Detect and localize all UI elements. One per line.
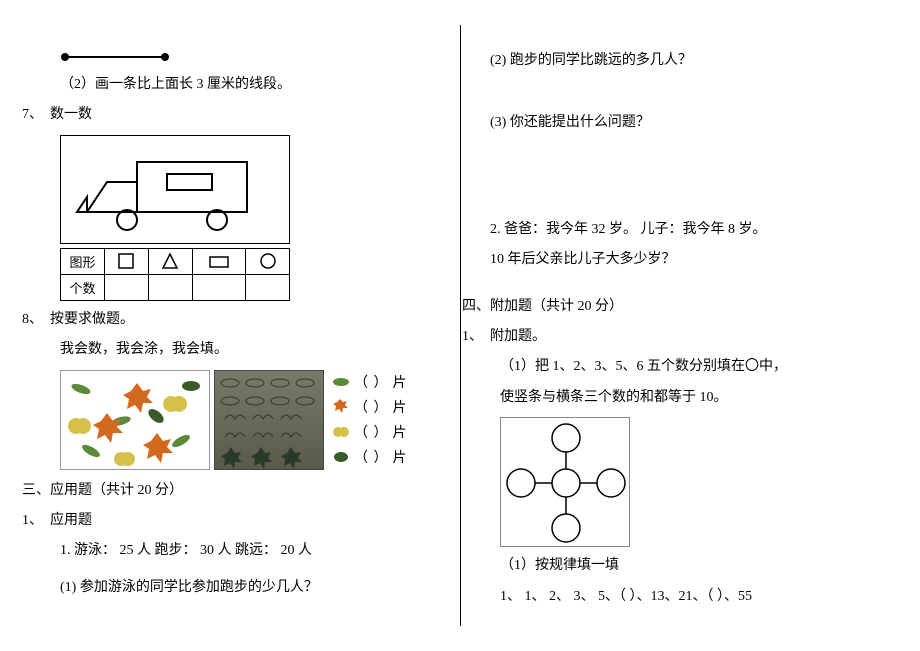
- circle-icon: [259, 252, 277, 270]
- q8-number: 8、: [22, 309, 50, 331]
- sec3-q1-title: 应用题: [50, 513, 92, 528]
- count-row-label: 个数: [61, 274, 105, 300]
- q6-sub2-text: （2）画一条比上面长 3 厘米的线段。: [60, 74, 440, 96]
- blank-4[interactable]: （ ）: [354, 447, 389, 467]
- mini-leaf-green-icon: [332, 373, 350, 391]
- right-column: (2) 跑步的同学比跳远的多几人？ (3) 你还能提出什么问题？ 2. 爸爸：我…: [460, 0, 920, 651]
- circle-cross-icon: [501, 418, 631, 548]
- line-segment-icon: [60, 50, 170, 64]
- unit-4: 片: [393, 447, 407, 467]
- sec3-sub3: (3) 你还能提出什么问题？: [490, 112, 880, 134]
- table-row: 图形: [61, 248, 290, 274]
- q7-title: 数一数: [50, 107, 92, 122]
- sec4-sub2-label: （1）按规律填一填: [500, 555, 880, 577]
- outline-leaves-icon: [215, 371, 325, 471]
- section3-title: 三、应用题（共计 20 分）: [22, 480, 440, 502]
- sec3-data-line: 1. 游泳： 25 人 跑步： 30 人 跳远： 20 人: [60, 540, 440, 562]
- leaf-scatter-box: [60, 370, 210, 470]
- sec4-sub1a: （1）把 1、2、3、5、6 五个数分别填在〇中，: [500, 356, 880, 378]
- count-cell-rectangle[interactable]: [192, 274, 245, 300]
- blank-2[interactable]: （ ）: [354, 397, 389, 417]
- circle-cross-figure: [500, 417, 630, 547]
- dark-fill-box: [214, 370, 324, 470]
- train-icon: [67, 142, 277, 232]
- sec3-sub2: (2) 跑步的同学比跳远的多几人？: [490, 50, 880, 72]
- spacer: [490, 151, 880, 211]
- count-cell-square[interactable]: [105, 274, 149, 300]
- table-row: 个数: [61, 274, 290, 300]
- square-icon: [117, 252, 135, 270]
- mini-leaf-yellow-icon: [332, 423, 350, 441]
- sec4-q1-number: 1、: [462, 326, 490, 348]
- q7-heading: 7、数一数: [50, 104, 440, 126]
- rectangle-icon: [208, 255, 230, 269]
- sec3-sub1: (1) 参加游泳的同学比参加跑步的少几人？: [60, 577, 440, 599]
- sec4-q1-heading: 1、附加题。: [490, 326, 880, 348]
- q8-title: 按要求做题。: [50, 312, 134, 327]
- q7-number: 7、: [22, 104, 50, 126]
- sec3-q1-heading: 1、应用题: [50, 510, 440, 532]
- blank-1[interactable]: （ ）: [354, 372, 389, 392]
- line-segment-figure: [60, 50, 440, 64]
- fill-row-2: （ ） 片: [332, 395, 440, 419]
- count-cell-triangle[interactable]: [148, 274, 192, 300]
- triangle-cell: [148, 248, 192, 274]
- sec3-q1-number: 1、: [22, 510, 50, 532]
- rectangle-cell: [192, 248, 245, 274]
- train-figure: [60, 135, 290, 244]
- shape-row-label: 图形: [61, 248, 105, 274]
- fill-row-3: （ ） 片: [332, 420, 440, 444]
- q8-subtitle: 我会数，我会涂，我会填。: [60, 339, 440, 361]
- count-cell-circle[interactable]: [246, 274, 290, 300]
- left-column: （2）画一条比上面长 3 厘米的线段。 7、数一数 图形: [0, 0, 460, 651]
- blank-3[interactable]: （ ）: [354, 422, 389, 442]
- leaves-icon: [61, 371, 211, 471]
- unit-2: 片: [393, 397, 407, 417]
- sec3-q2-line2: 10 年后父亲比儿子大多少岁？: [490, 249, 880, 271]
- unit-1: 片: [393, 372, 407, 392]
- shape-count-table: 图形 个数: [60, 248, 290, 301]
- section4-title: 四、附加题（共计 20 分）: [462, 296, 880, 318]
- sec4-sub2-sequence: 1、 1、 2、 3、 5、（ ）、13、21、（ ）、55: [500, 586, 880, 608]
- mini-leaf-darkgreen-icon: [332, 448, 350, 466]
- unit-3: 片: [393, 422, 407, 442]
- square-cell: [105, 248, 149, 274]
- mini-leaf-orange-icon: [332, 398, 350, 416]
- fill-blank-column: （ ） 片 （ ） 片 （ ） 片 （ ） 片: [328, 370, 440, 470]
- circle-cell: [246, 248, 290, 274]
- leaf-figure-row: （ ） 片 （ ） 片 （ ） 片 （ ） 片: [60, 370, 440, 470]
- sec3-q2-line1: 2. 爸爸：我今年 32 岁。 儿子：我今年 8 岁。: [490, 219, 880, 241]
- fill-row-4: （ ） 片: [332, 445, 440, 469]
- fill-row-1: （ ） 片: [332, 370, 440, 394]
- sec4-sub1b: 使竖条与横条三个数的和都等于 10。: [500, 387, 880, 409]
- q8-heading: 8、按要求做题。: [50, 309, 440, 331]
- triangle-icon: [161, 252, 179, 270]
- sec4-q1-title: 附加题。: [490, 329, 546, 344]
